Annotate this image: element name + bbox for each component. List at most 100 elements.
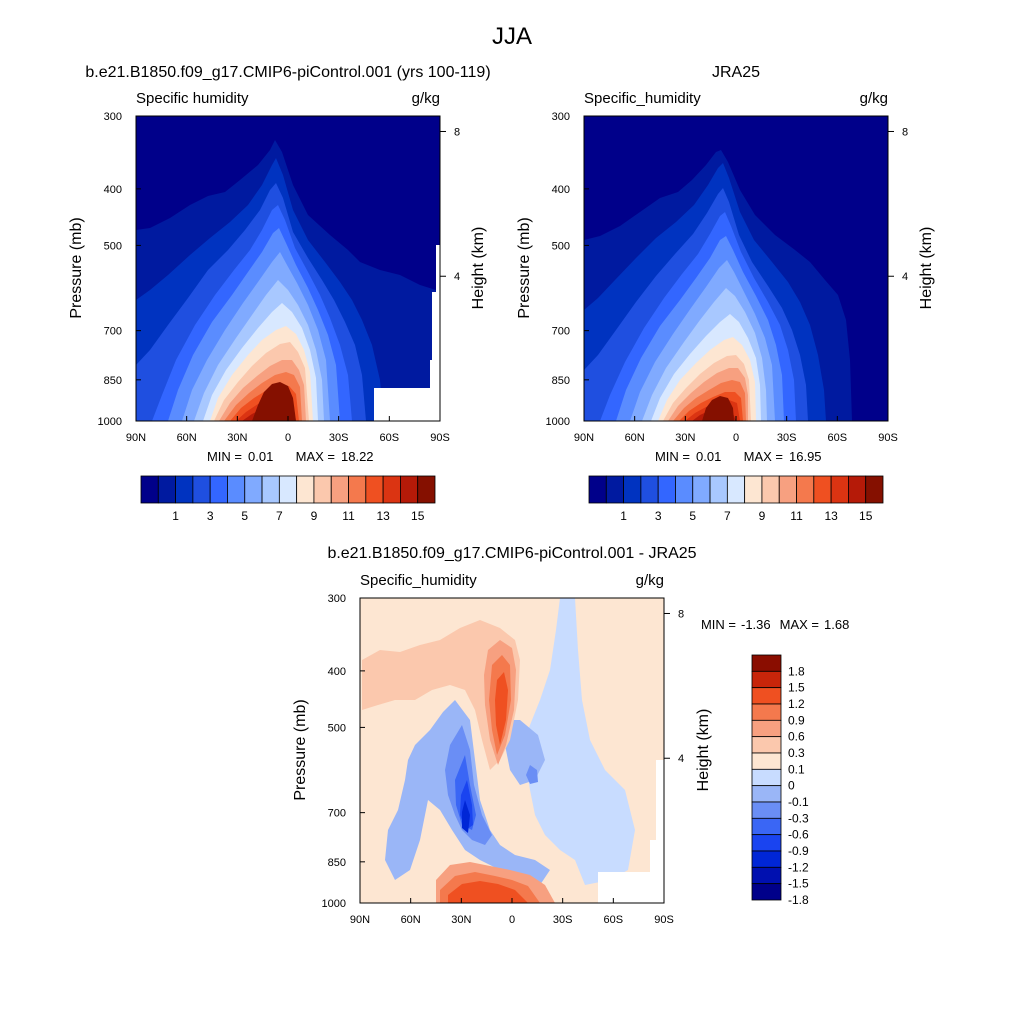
y-tick-label: 850 <box>328 857 346 869</box>
colorbar-label: 0.6 <box>788 730 805 744</box>
colorbar-swatch <box>209 475 228 504</box>
panel-title: JRA25 <box>712 64 760 81</box>
colorbar-swatch <box>692 475 711 504</box>
diff-band-neg-1 <box>525 598 635 885</box>
contour-field <box>360 598 664 903</box>
variable-label: Specific_humidity <box>584 90 701 107</box>
colorbar-label: -0.3 <box>788 811 809 825</box>
colorbar-swatch <box>751 801 782 819</box>
colorbar-swatch <box>157 475 176 504</box>
panel-title: b.e21.B1850.f09_g17.CMIP6-piControl.001 … <box>85 64 490 81</box>
contour-band-16 <box>252 382 296 421</box>
colorbar-label: 0.3 <box>788 746 805 760</box>
y-tick-label: 300 <box>552 111 570 123</box>
colorbar-label: 1.5 <box>788 681 805 695</box>
y-tick-label: 1000 <box>546 416 570 428</box>
x-tick-label: 0 <box>733 432 739 444</box>
diff-band-pos-1 <box>362 620 520 770</box>
colorbar-swatch <box>751 654 782 672</box>
colorbar-label: 1 <box>620 509 627 523</box>
colorbar-swatch <box>751 785 782 803</box>
stats-line: MIN = 0.01 MAX = 18.22 <box>207 449 374 464</box>
x-tick-label: 0 <box>509 914 515 926</box>
colorbar-swatch <box>813 475 832 504</box>
colorbar-label: -1.8 <box>788 893 809 907</box>
y2-tick-label: 4 <box>902 271 908 283</box>
colorbar-swatch <box>744 475 763 504</box>
colorbar: 1 3 5 7 9 11 13 15 <box>140 475 436 523</box>
colorbar-label: 15 <box>411 509 425 523</box>
colorbar-swatch <box>751 736 782 754</box>
colorbar-swatch <box>417 475 436 504</box>
x-tick-label: 0 <box>285 432 291 444</box>
colorbar-label: 9 <box>759 509 766 523</box>
x-tick-label: 30S <box>553 914 573 926</box>
diff-band-pos-4c <box>448 881 528 903</box>
colorbar-label: 5 <box>241 509 248 523</box>
y-tick-label: 850 <box>104 375 122 387</box>
x-tick-label: 60N <box>177 432 197 444</box>
y2-axis-label: Height (km) <box>918 227 935 310</box>
y2-tick-label: 8 <box>902 126 908 138</box>
colorbar-swatch <box>330 475 349 504</box>
colorbar-swatch <box>865 475 884 504</box>
variable-label: Specific humidity <box>136 90 249 107</box>
colorbar-swatch <box>227 475 246 504</box>
min-value: 0.01 <box>248 449 273 464</box>
colorbar-swatch <box>675 475 694 504</box>
axes: 90N 60N 30N 0 30S 60S 90S 300 400 500 700 850 1000 8 4 <box>322 593 685 926</box>
stats-line: MIN = 0.01 MAX = 16.95 <box>655 449 822 464</box>
colorbar-label: 9 <box>311 509 318 523</box>
colorbar-label: 0.9 <box>788 713 805 727</box>
max-value: 18.22 <box>341 449 374 464</box>
colorbar-label: 0 <box>788 779 795 793</box>
missing-region <box>374 245 440 421</box>
colorbar-label: 11 <box>790 509 803 523</box>
x-tick-label: 60S <box>604 914 624 926</box>
y-tick-label: 500 <box>104 240 122 252</box>
y-axis-label: Pressure (mb) <box>516 217 533 318</box>
colorbar-swatch <box>751 703 782 721</box>
colorbar-swatch <box>623 475 642 504</box>
colorbar-swatch <box>751 866 782 885</box>
colorbar-swatch <box>830 475 849 504</box>
stats-line: MIN = -1.36 MAX = 1.68 <box>701 617 849 632</box>
colorbar-swatch <box>278 475 298 504</box>
y-tick-label: 700 <box>328 808 346 820</box>
max-value: 16.95 <box>789 449 822 464</box>
diff-band-neg-6 <box>462 800 470 833</box>
colorbar-label: 13 <box>824 509 838 523</box>
colorbar-swatch <box>365 475 384 504</box>
y2-tick-label: 4 <box>678 753 684 765</box>
x-tick-label: 90S <box>654 914 674 926</box>
colorbar-swatch <box>751 687 782 705</box>
y2-tick-label: 8 <box>454 126 460 138</box>
colorbar-label: -1.5 <box>788 877 809 891</box>
x-tick-label: 30S <box>777 432 797 444</box>
panel-reanalysis: JRA25 Specific_humidity g/kg 90N 60N 30N 0 3… <box>516 64 935 523</box>
y-tick-label: 700 <box>104 326 122 338</box>
colorbar-swatch <box>348 475 367 504</box>
diff-band-neg-3b <box>526 765 538 784</box>
contour-field <box>136 116 440 421</box>
colorbar-swatch <box>640 475 659 504</box>
colorbar-swatch <box>657 475 676 504</box>
x-tick-label: 60N <box>401 914 421 926</box>
colorbar-label: -0.9 <box>788 844 809 858</box>
colorbar-label: 3 <box>655 509 662 523</box>
y-tick-label: 500 <box>552 240 570 252</box>
colorbar: 1 3 5 7 9 11 13 15 <box>588 475 884 523</box>
missing-region <box>598 760 664 903</box>
max-label: MAX = <box>744 449 783 464</box>
x-tick-label: 90N <box>126 432 146 444</box>
colorbar-swatch <box>751 817 782 836</box>
x-tick-label: 90N <box>574 432 594 444</box>
colorbar-swatch <box>175 475 194 504</box>
colorbar-swatch <box>709 475 728 504</box>
figure-title: JJA <box>492 23 532 50</box>
y2-tick-label: 4 <box>454 271 460 283</box>
colorbar-swatch <box>588 475 607 504</box>
colorbar-swatch <box>848 475 867 504</box>
min-label: MIN = <box>207 449 242 464</box>
colorbar-label: 11 <box>342 509 355 523</box>
